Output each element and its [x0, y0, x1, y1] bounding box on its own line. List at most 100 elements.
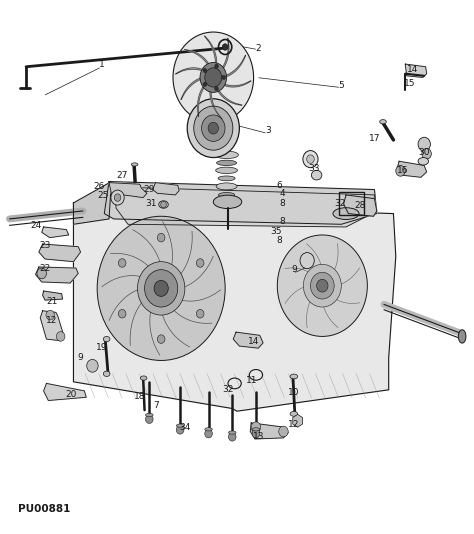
Text: PU00881: PU00881 [18, 504, 70, 514]
Text: 26: 26 [94, 183, 105, 191]
Circle shape [176, 426, 184, 434]
Text: 6: 6 [277, 181, 283, 190]
Circle shape [252, 429, 260, 438]
Text: 13: 13 [253, 432, 264, 441]
Text: 22: 22 [39, 264, 51, 272]
Circle shape [145, 270, 178, 307]
Circle shape [146, 415, 153, 423]
Circle shape [118, 310, 126, 318]
Circle shape [277, 235, 367, 336]
Ellipse shape [418, 158, 428, 165]
Polygon shape [217, 88, 242, 105]
Circle shape [251, 422, 261, 433]
Circle shape [201, 115, 225, 142]
Circle shape [222, 75, 226, 80]
Ellipse shape [458, 329, 466, 343]
Circle shape [173, 32, 254, 123]
Text: 3: 3 [265, 127, 271, 135]
Circle shape [300, 253, 314, 269]
Text: 9: 9 [291, 265, 297, 274]
Ellipse shape [103, 336, 110, 342]
Circle shape [87, 359, 98, 372]
Text: 27: 27 [117, 171, 128, 179]
Polygon shape [224, 55, 246, 77]
Circle shape [396, 166, 405, 176]
Circle shape [279, 426, 288, 437]
Text: 16: 16 [397, 167, 409, 175]
Polygon shape [104, 182, 377, 224]
Text: 32: 32 [335, 200, 346, 208]
Ellipse shape [215, 151, 238, 159]
Text: 8: 8 [277, 236, 283, 245]
Polygon shape [44, 383, 86, 400]
Circle shape [215, 64, 219, 68]
Ellipse shape [216, 183, 237, 190]
Circle shape [196, 310, 204, 318]
Circle shape [205, 68, 222, 87]
Circle shape [205, 429, 212, 438]
Text: 12: 12 [46, 316, 58, 325]
Polygon shape [250, 423, 288, 439]
Circle shape [317, 279, 328, 292]
Ellipse shape [140, 376, 147, 380]
Text: 25: 25 [98, 192, 109, 200]
Polygon shape [153, 183, 179, 195]
Circle shape [208, 122, 219, 134]
Polygon shape [397, 161, 427, 177]
Circle shape [194, 106, 233, 150]
Text: 8: 8 [279, 217, 285, 226]
Circle shape [187, 99, 239, 158]
Ellipse shape [252, 428, 260, 431]
Text: 8: 8 [279, 200, 285, 208]
Text: 18: 18 [134, 392, 146, 400]
Text: 2: 2 [255, 44, 261, 52]
Circle shape [114, 194, 121, 201]
Ellipse shape [159, 201, 168, 208]
Polygon shape [175, 68, 205, 74]
Text: 34: 34 [179, 423, 191, 431]
Text: 33: 33 [309, 164, 320, 172]
Ellipse shape [290, 374, 298, 379]
Text: 7: 7 [154, 402, 159, 410]
Text: 31: 31 [145, 200, 156, 208]
Circle shape [418, 137, 430, 151]
Text: 9: 9 [78, 354, 83, 362]
Ellipse shape [216, 167, 237, 174]
Polygon shape [36, 267, 78, 283]
Circle shape [310, 272, 334, 299]
Circle shape [200, 62, 227, 92]
Ellipse shape [219, 192, 235, 197]
Ellipse shape [380, 120, 386, 124]
Text: 15: 15 [404, 80, 416, 88]
Ellipse shape [290, 411, 298, 417]
Circle shape [97, 216, 225, 360]
Ellipse shape [205, 428, 212, 431]
Text: 17: 17 [369, 135, 380, 143]
Ellipse shape [218, 176, 235, 180]
Text: 32: 32 [222, 386, 233, 394]
Text: 12: 12 [288, 420, 300, 429]
Circle shape [422, 148, 431, 159]
Ellipse shape [213, 195, 242, 208]
Text: 24: 24 [30, 221, 41, 230]
Circle shape [37, 268, 46, 279]
Text: 29: 29 [144, 185, 155, 194]
Polygon shape [222, 81, 251, 87]
Text: 35: 35 [270, 227, 282, 235]
Circle shape [157, 233, 165, 242]
Circle shape [303, 151, 318, 168]
Circle shape [228, 433, 236, 441]
Circle shape [307, 155, 314, 163]
Ellipse shape [131, 163, 138, 166]
Polygon shape [40, 311, 64, 341]
Circle shape [56, 332, 65, 341]
Circle shape [157, 335, 165, 343]
Ellipse shape [103, 371, 110, 376]
Circle shape [222, 44, 228, 50]
Text: 23: 23 [39, 241, 51, 250]
Circle shape [196, 258, 204, 267]
Circle shape [137, 262, 185, 315]
Circle shape [111, 190, 124, 205]
Text: 30: 30 [419, 148, 430, 156]
Text: 20: 20 [65, 390, 77, 398]
